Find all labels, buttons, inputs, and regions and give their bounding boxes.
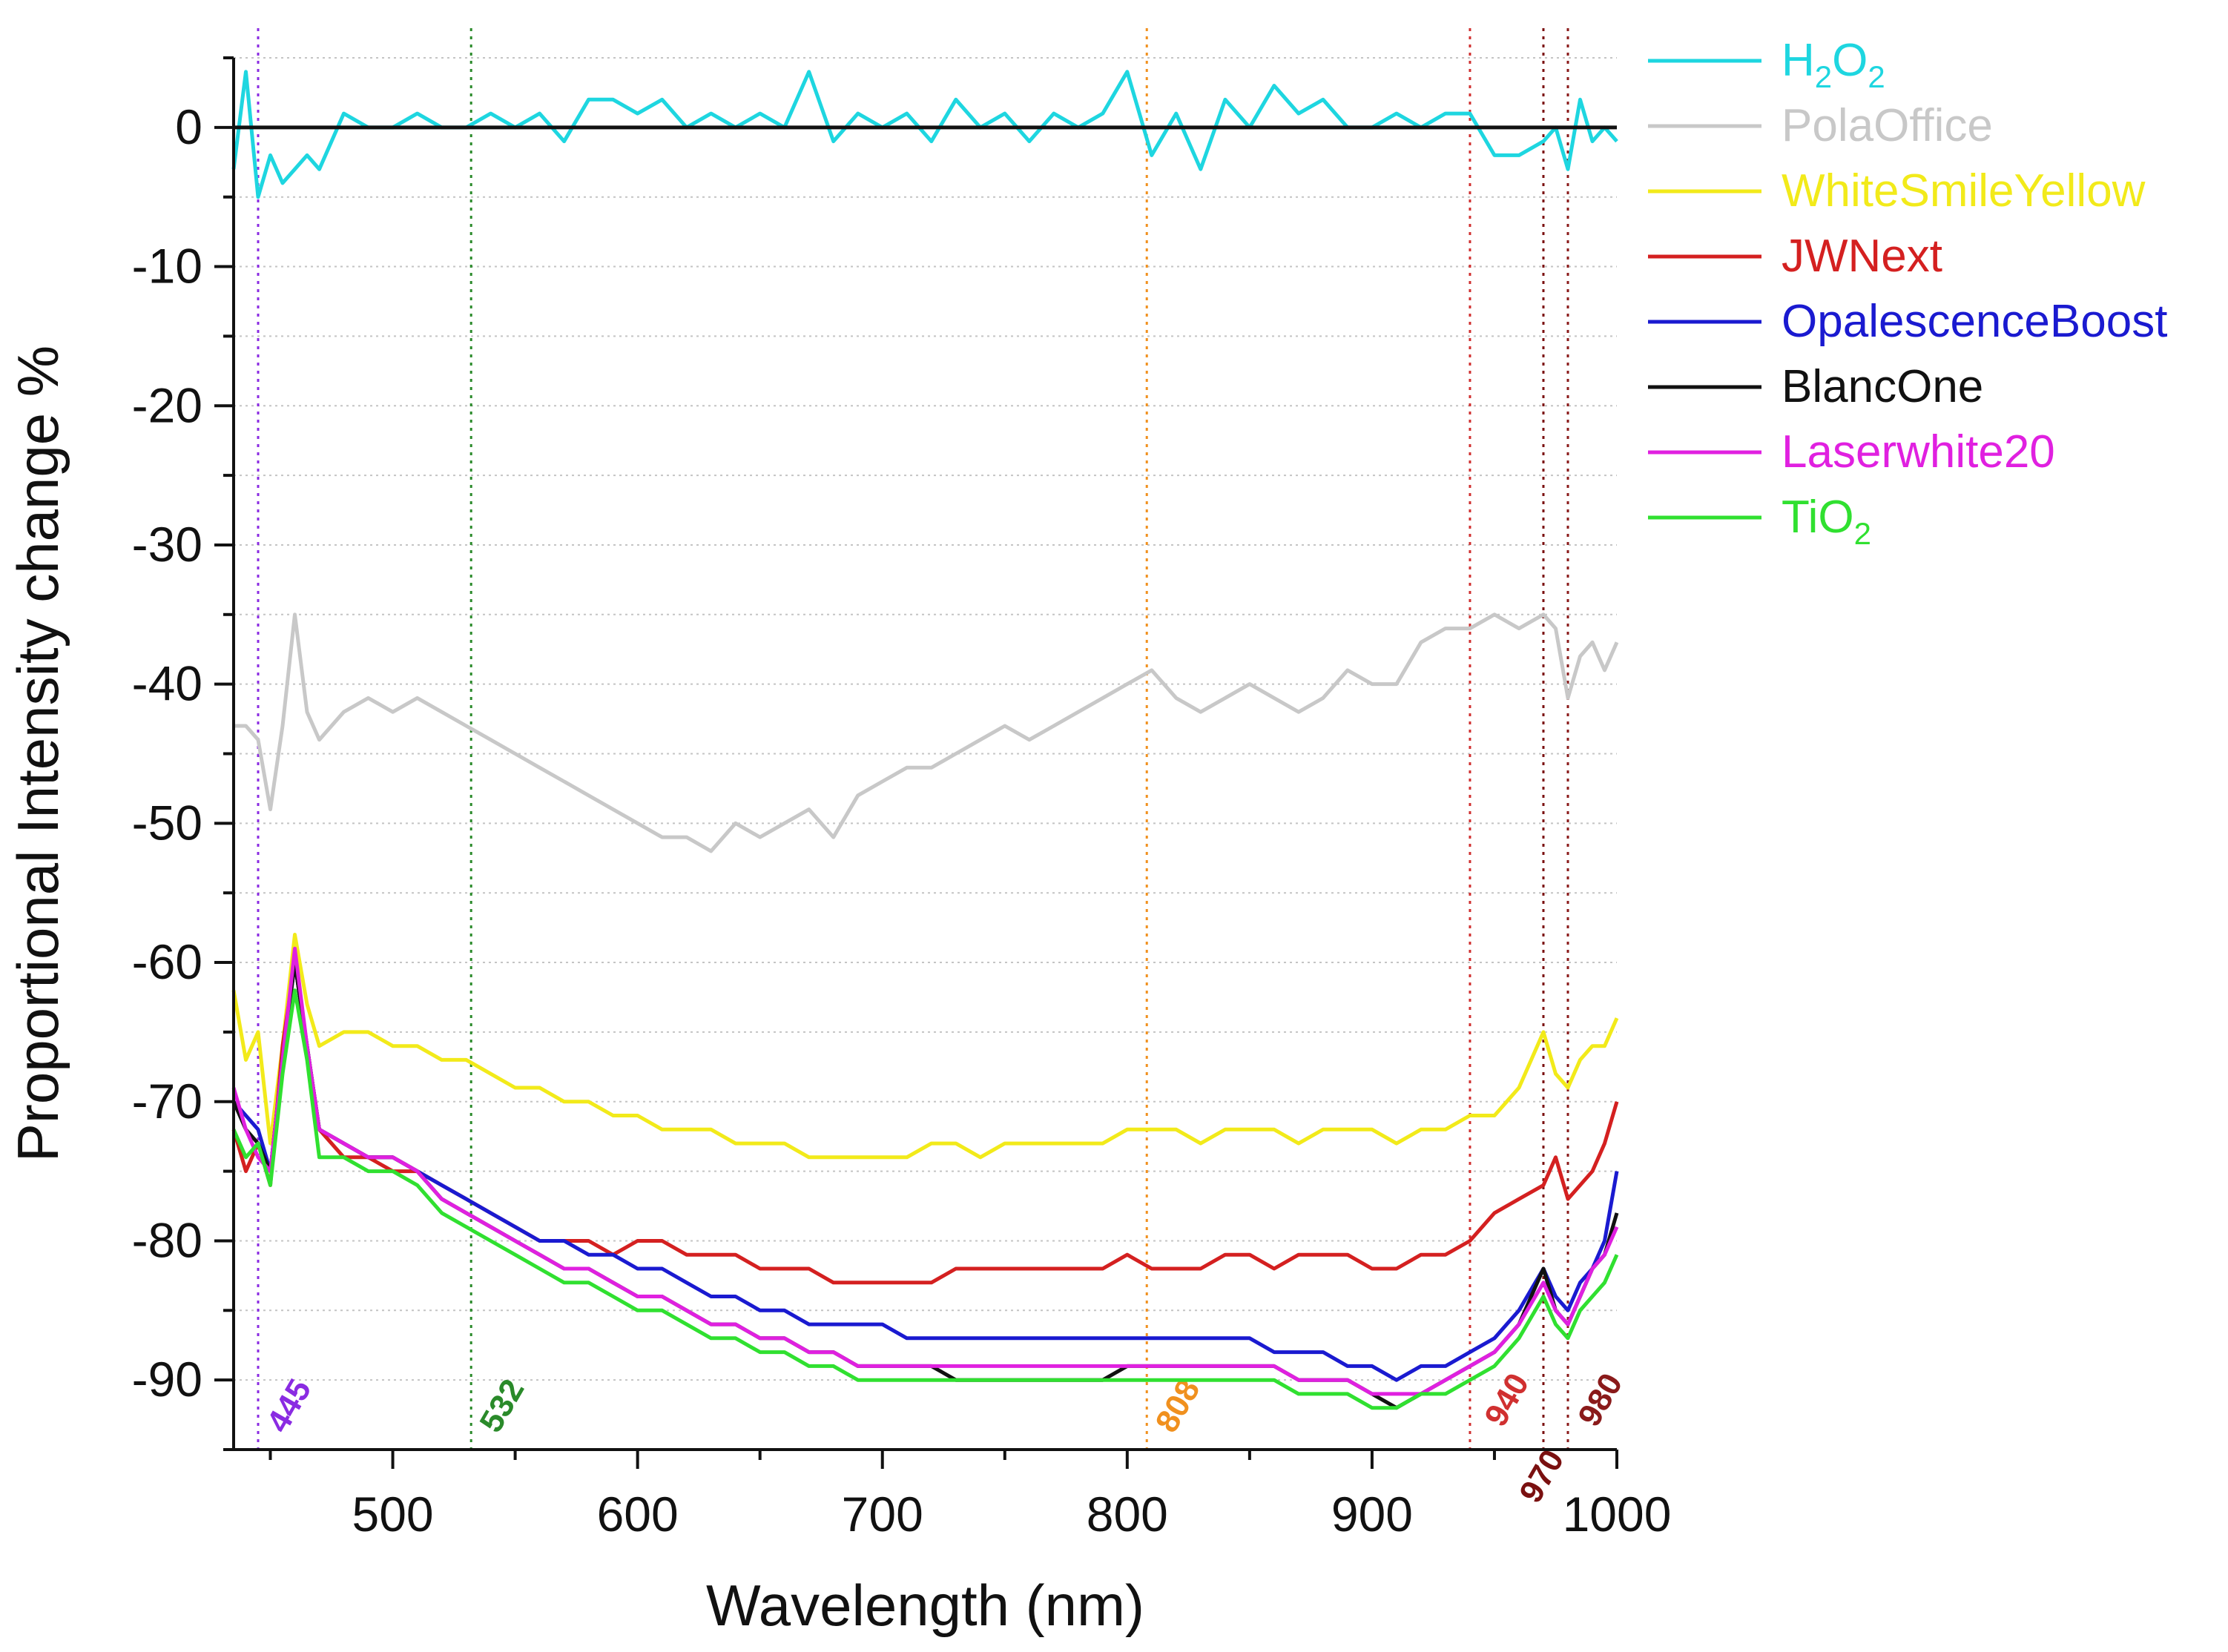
y-tick-label: -70: [132, 1074, 202, 1129]
data-series: [231, 70, 1619, 1410]
legend-label-opalescenceboost: OpalescenceBoost: [1782, 296, 2167, 347]
legend-label-h2o2: H2O2: [1782, 35, 1885, 94]
y-tick-label: -10: [132, 239, 202, 294]
grid-lines: [234, 57, 1617, 1450]
series-line-jwnext: [231, 960, 1619, 1285]
x-tick-label: 600: [597, 1487, 679, 1542]
legend-label-whitesmileyellow: WhiteSmileYellow: [1782, 165, 2146, 217]
x-tick-label: 500: [352, 1487, 433, 1542]
y-tick-label: -30: [132, 517, 202, 572]
reference-label-532: 532: [472, 1373, 531, 1438]
x-tick-label: 1000: [1563, 1487, 1672, 1542]
series-line-polaoffice: [234, 612, 1619, 853]
legend-label-tio2: TiO2: [1782, 492, 1871, 551]
reference-label-940: 940: [1477, 1367, 1536, 1433]
series-line-h2o2: [231, 70, 1618, 199]
y-tick-label: -50: [132, 795, 202, 850]
series-line-tio2: [231, 988, 1619, 1410]
reference-label-808: 808: [1148, 1373, 1207, 1438]
legend-label-jwnext: JWNext: [1782, 231, 1942, 282]
legend-label-blancone: BlancOne: [1782, 361, 1983, 412]
reference-label-980: 980: [1571, 1367, 1629, 1433]
x-axis-title: Wavelength (nm): [706, 1573, 1144, 1638]
y-tick-label: 0: [175, 99, 202, 154]
reference-label-445: 445: [260, 1373, 318, 1438]
x-tick-label: 900: [1331, 1487, 1413, 1542]
y-tick-label: -80: [132, 1212, 202, 1267]
legend-label-laserwhite20: Laserwhite20: [1782, 426, 2055, 478]
legend: H2O2 PolaOffice WhiteSmileYellow JWNext Opal…: [1648, 35, 2167, 551]
y-tick-label: -40: [132, 656, 202, 711]
axes: 0 -10 -20 -30 -40 -50 -60 -70 -80 -90 500 600 700 800…: [132, 56, 1672, 1542]
y-tick-label: -20: [132, 377, 202, 432]
series-line-whitesmileyellow: [231, 933, 1619, 1160]
series-line-laserwhite20: [231, 946, 1619, 1396]
x-tick-label: 700: [842, 1487, 923, 1542]
y-tick-label: -90: [132, 1352, 202, 1407]
y-axis-title: Proportional Intensity change %: [5, 346, 70, 1162]
legend-label-polaoffice: PolaOffice: [1782, 100, 1993, 151]
x-tick-label: 800: [1087, 1487, 1168, 1542]
y-tick-label: -60: [132, 934, 202, 989]
